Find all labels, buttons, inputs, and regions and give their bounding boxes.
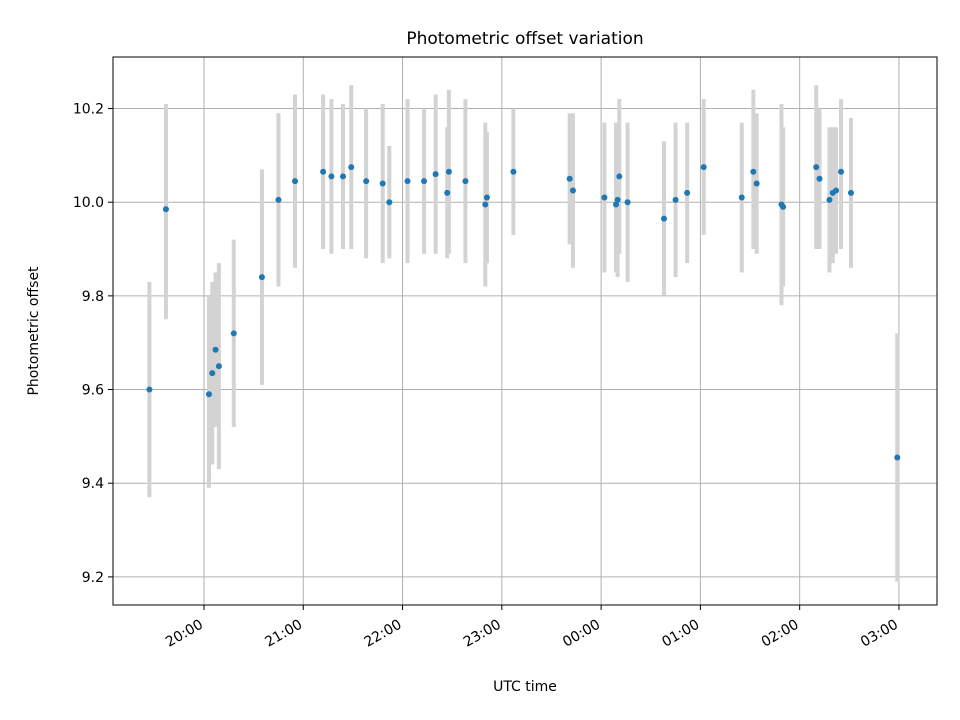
y-tick-label: 9.6 xyxy=(82,383,104,399)
y-tick-label: 10.0 xyxy=(73,195,104,211)
data-point xyxy=(738,194,745,201)
y-tick-label: 9.4 xyxy=(82,476,104,492)
y-axis: 9.2 9.4 9.6 9.8 10.0 10.2 xyxy=(73,102,113,586)
data-point xyxy=(230,330,237,337)
data-point xyxy=(847,189,854,196)
data-point xyxy=(483,194,490,201)
data-point xyxy=(616,173,623,180)
data-point xyxy=(162,206,169,213)
data-point xyxy=(700,164,707,171)
plot-area-frame xyxy=(112,56,938,606)
y-tick-label: 10.2 xyxy=(73,102,104,118)
data-point xyxy=(894,454,901,461)
data-point xyxy=(275,196,282,203)
data-point xyxy=(444,189,451,196)
data-point xyxy=(672,196,679,203)
y-tick-label: 9.8 xyxy=(82,289,104,305)
data-point xyxy=(320,168,327,175)
data-point xyxy=(209,370,216,377)
data-point xyxy=(348,164,355,171)
data-point xyxy=(813,164,820,171)
data-point xyxy=(205,391,212,398)
data-point xyxy=(601,194,608,201)
data-point xyxy=(624,199,631,206)
data-point xyxy=(328,173,335,180)
data-point xyxy=(826,196,833,203)
data-point xyxy=(445,168,452,175)
data-point xyxy=(386,199,393,206)
data-point xyxy=(363,178,370,185)
data-point xyxy=(215,363,222,370)
data-point xyxy=(421,178,428,185)
y-axis-label: Photometric offset xyxy=(26,266,42,396)
x-axis-label: UTC time xyxy=(493,679,557,695)
data-point xyxy=(684,189,691,196)
data-point xyxy=(614,196,621,203)
data-point xyxy=(292,178,299,185)
y-tick-label: 9.2 xyxy=(82,570,104,586)
data-point xyxy=(258,274,265,281)
data-point xyxy=(833,187,840,194)
data-point xyxy=(660,215,667,222)
data-points xyxy=(146,164,901,461)
data-point xyxy=(146,386,153,393)
chart-title: Photometric offset variation xyxy=(406,29,643,49)
data-point xyxy=(482,201,489,208)
data-point xyxy=(750,168,757,175)
data-point xyxy=(379,180,386,187)
data-point xyxy=(510,168,517,175)
data-point xyxy=(339,173,346,180)
data-point xyxy=(569,187,576,194)
data-point xyxy=(816,175,823,182)
data-point xyxy=(780,203,787,210)
data-point xyxy=(462,178,469,185)
data-point xyxy=(432,171,439,178)
data-point xyxy=(613,201,620,208)
data-point xyxy=(566,175,573,182)
data-point xyxy=(404,178,411,185)
data-point xyxy=(753,180,760,187)
data-point xyxy=(212,346,219,353)
data-point xyxy=(838,168,845,175)
grid xyxy=(113,57,937,605)
